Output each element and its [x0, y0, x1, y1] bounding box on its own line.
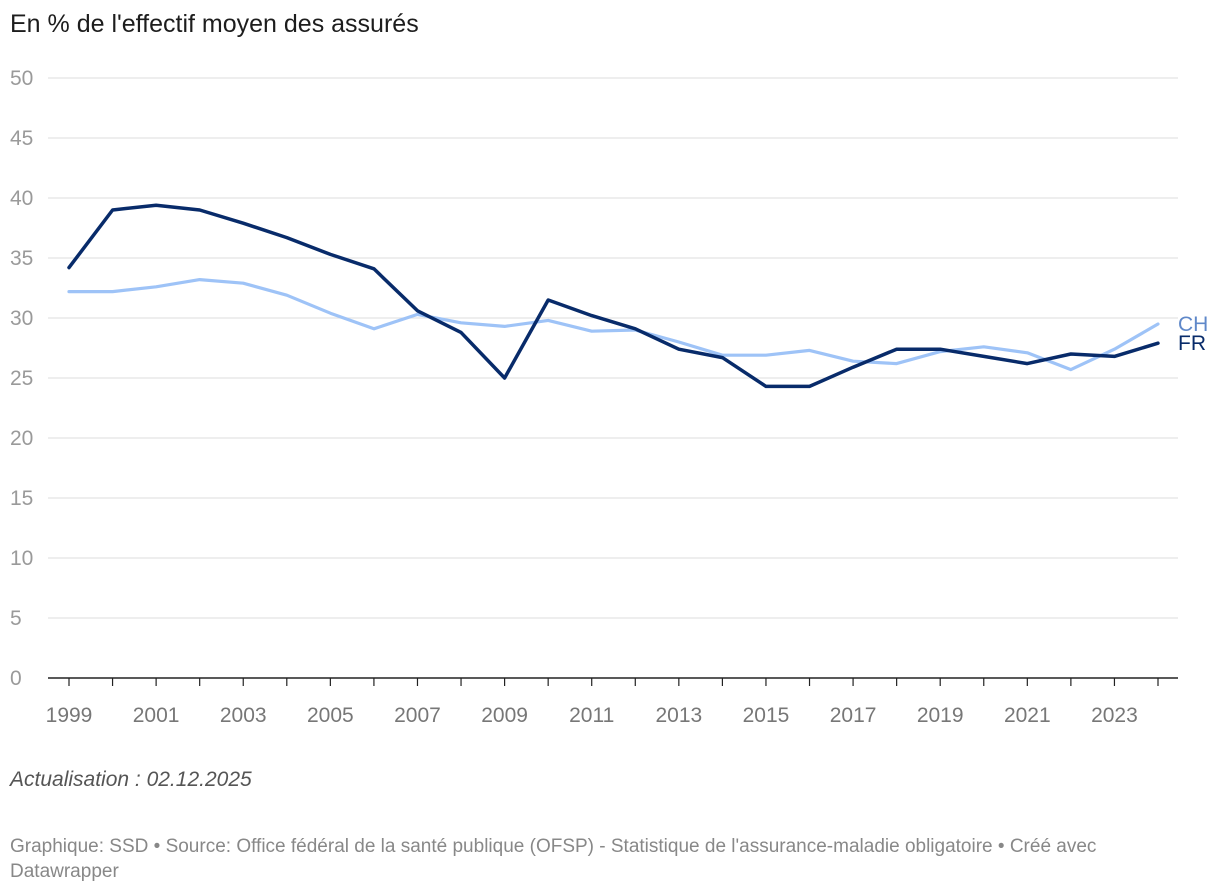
- y-tick-label-15: 15: [10, 487, 33, 510]
- y-tick-label-50: 50: [10, 67, 33, 90]
- y-tick-label-35: 35: [10, 247, 33, 270]
- x-tick-label-2001: 2001: [133, 704, 180, 727]
- gridlines: [48, 77, 1178, 619]
- x-tick-label-2005: 2005: [307, 704, 354, 727]
- series-line-ch: [67, 278, 1160, 372]
- series-line-fr: [67, 203, 1160, 389]
- y-tick-label-0: 0: [10, 667, 22, 690]
- y-tick-label-30: 30: [10, 307, 33, 330]
- x-tick-label-2013: 2013: [655, 704, 702, 727]
- x-tick-label-1999: 1999: [46, 704, 93, 727]
- x-tick-label-2011: 2011: [569, 704, 614, 727]
- y-tick-label-10: 10: [10, 547, 33, 570]
- y-tick-label-25: 25: [10, 367, 33, 390]
- source-credit: Graphique: SSD • Source: Office fédéral …: [10, 836, 1097, 882]
- series-label-ch: CH: [1178, 313, 1208, 336]
- y-tick-label-45: 45: [10, 127, 33, 150]
- update-note: Actualisation : 02.12.2025: [10, 768, 252, 791]
- y-tick-label-5: 5: [10, 607, 22, 630]
- x-tick-label-2015: 2015: [743, 704, 790, 727]
- series-label-fr: FR: [1178, 332, 1206, 355]
- x-tick-label-2017: 2017: [830, 704, 877, 727]
- y-tick-label-40: 40: [10, 187, 33, 210]
- x-tick-label-2007: 2007: [394, 704, 441, 727]
- chart-title: En % de l'effectif moyen des assurés: [10, 10, 419, 38]
- x-axis: 1999 2001 2003 2005 2007 2009 2011 2013 2015 2017…: [46, 677, 1178, 727]
- y-tick-label-20: 20: [10, 427, 33, 450]
- x-tick-label-2023: 2023: [1091, 704, 1138, 727]
- x-tick-label-2003: 2003: [220, 704, 267, 727]
- x-tick-label-2021: 2021: [1004, 704, 1051, 727]
- x-tick-label-2019: 2019: [917, 704, 964, 727]
- x-tick-label-2009: 2009: [481, 704, 528, 727]
- y-axis-tick-labels: 0 5 10 15 20 25 30 35 40 45 50: [10, 67, 33, 690]
- series-lines: [67, 203, 1160, 389]
